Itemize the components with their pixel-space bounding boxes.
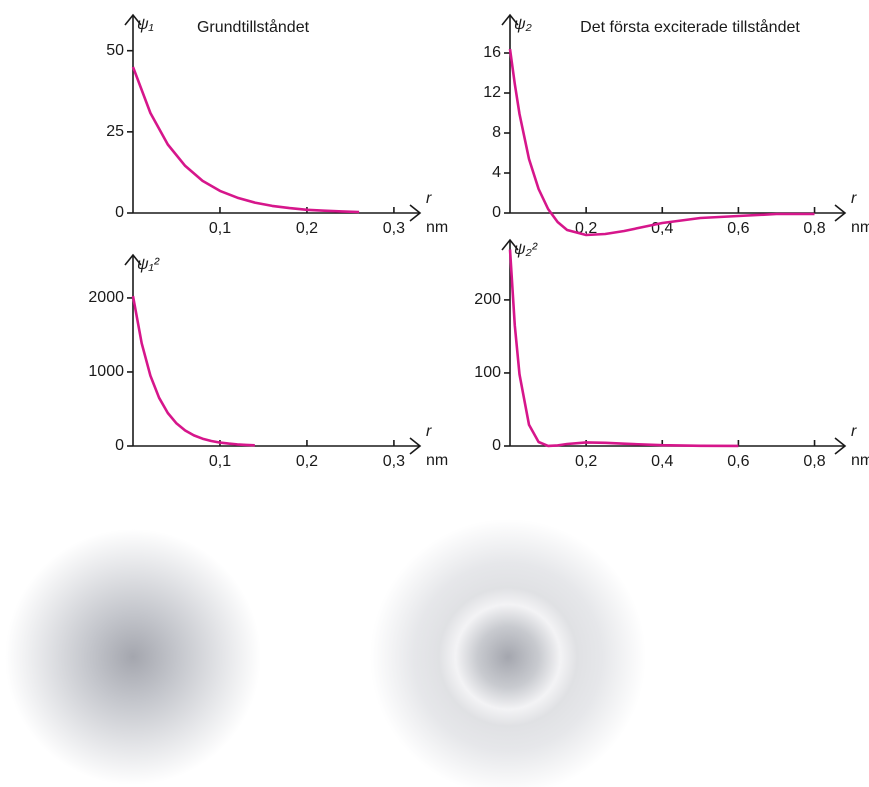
x-axis-label: r — [426, 190, 432, 207]
y-arrow — [501, 13, 519, 26]
chart-title: Det första exciterade tillståndet — [580, 18, 800, 36]
x-tick-label: 0,3 — [383, 220, 405, 237]
x-arrow — [409, 437, 422, 455]
x-unit: nm — [851, 219, 869, 236]
x-tick-label: 0,2 — [575, 453, 597, 470]
x-axis-label: r — [851, 190, 857, 207]
x-tick-label: 0,1 — [209, 453, 231, 470]
y-arrow — [124, 253, 142, 266]
x-unit: nm — [426, 219, 448, 236]
y-tick-label: 2000 — [88, 289, 124, 306]
curve — [508, 48, 815, 237]
x-tick-label: 0,2 — [296, 453, 318, 470]
y-axis-label: ψ₁² — [137, 256, 160, 273]
x-tick-label: 0,1 — [209, 220, 231, 237]
y-tick-label: 100 — [474, 364, 501, 381]
x-arrow — [834, 204, 847, 222]
x-tick-label: 0,4 — [651, 453, 673, 470]
chart-title: Grundtillståndet — [197, 18, 310, 36]
x-axis-label: r — [426, 423, 432, 440]
y-arrow — [124, 13, 142, 26]
x-unit: nm — [426, 452, 448, 469]
x-tick-label: 0,8 — [803, 453, 825, 470]
x-tick-label: 0,6 — [727, 453, 749, 470]
y-tick-label: 0 — [115, 437, 124, 454]
y-tick-label: 0 — [492, 204, 501, 221]
x-tick-label: 0,8 — [803, 220, 825, 237]
orbital-2s — [370, 519, 646, 787]
y-axis-label: ψ₁ — [137, 16, 154, 33]
y-tick-label: 4 — [492, 164, 501, 181]
x-tick-label: 0,6 — [727, 220, 749, 237]
curve — [131, 295, 255, 447]
curve — [508, 249, 739, 448]
y-tick-label: 200 — [474, 291, 501, 308]
y-tick-label: 0 — [492, 437, 501, 454]
x-unit: nm — [851, 452, 869, 469]
y-tick-label: 16 — [483, 44, 501, 61]
y-tick-label: 50 — [106, 42, 124, 59]
y-tick-label: 1000 — [88, 363, 124, 380]
orbital-1s — [5, 529, 261, 785]
y-tick-label: 12 — [483, 84, 501, 101]
x-tick-label: 0,2 — [296, 220, 318, 237]
y-axis-label: ψ₂ — [514, 16, 532, 33]
x-arrow — [409, 204, 422, 222]
y-axis-label: ψ₂² — [514, 241, 538, 258]
y-tick-label: 0 — [115, 204, 124, 221]
y-tick-label: 8 — [492, 124, 501, 141]
x-axis-label: r — [851, 423, 857, 440]
curve — [131, 66, 360, 214]
x-tick-label: 0,3 — [383, 453, 405, 470]
x-arrow — [834, 437, 847, 455]
y-tick-label: 25 — [106, 123, 124, 140]
y-arrow — [501, 238, 519, 251]
